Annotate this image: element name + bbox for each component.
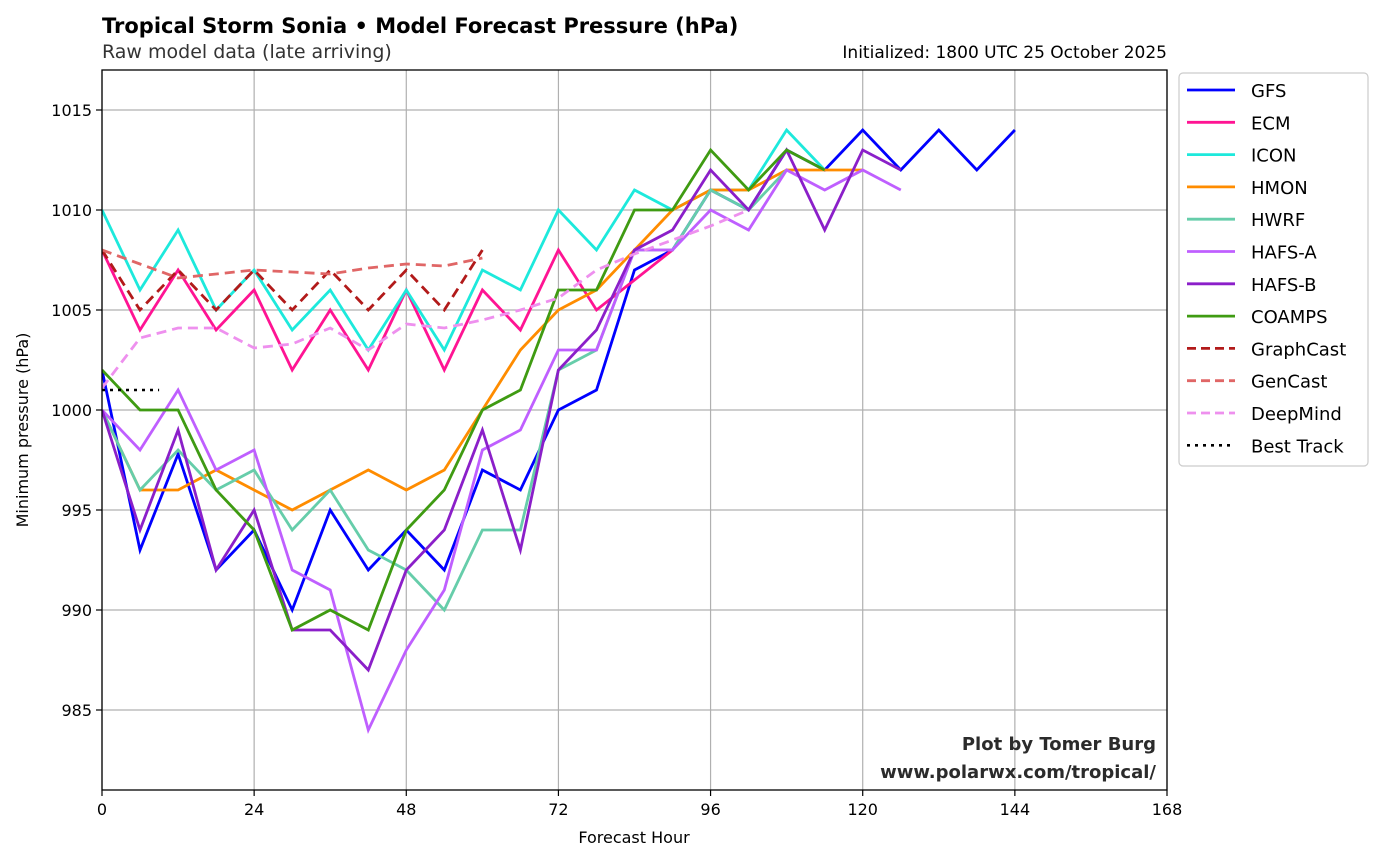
series-line-gencast <box>102 248 483 280</box>
chart-subtitle: Raw model data (late arriving) <box>102 41 392 63</box>
x-axis-ticks: 0 24 48 72 96 120 144 168 <box>97 790 1182 819</box>
legend: GFS ECM ICON HMON HWRF HAFS-A HAFS-B COAMPS Grap… <box>1178 72 1369 467</box>
y-axis-ticks: 985 990 995 1000 1005 1010 1015 <box>51 101 102 720</box>
y-tick-label: 985 <box>61 701 92 720</box>
chart-title: Tropical Storm Sonia • Model Forecast Pr… <box>102 14 738 38</box>
series-line-coamps <box>102 147 826 632</box>
credit-author: Plot by Tomer Burg <box>962 734 1156 755</box>
legend-label-gfs: GFS <box>1251 81 1286 102</box>
legend-label-coamps: COAMPS <box>1251 307 1328 328</box>
y-tick-label: 995 <box>61 501 92 520</box>
series-line-hafs-b <box>102 147 902 673</box>
x-axis-label: Forecast Hour <box>578 828 690 847</box>
x-tick-label: 96 <box>700 800 720 819</box>
legend-label-hwrf: HWRF <box>1251 210 1305 231</box>
series-lines <box>102 127 1016 735</box>
plot-frame <box>101 69 1168 791</box>
y-tick-label: 1010 <box>51 201 92 220</box>
x-tick-label: 0 <box>97 800 107 819</box>
y-axis-label: Minimum pressure (hPa) <box>13 333 32 528</box>
x-tick-label: 144 <box>1000 800 1031 819</box>
y-tick-label: 1015 <box>51 101 92 120</box>
legend-label-graphcast: GraphCast <box>1251 339 1346 360</box>
series-line-graphcast <box>102 249 484 313</box>
legend-label-deepmind: DeepMind <box>1251 404 1342 425</box>
credit-url: www.polarwx.com/tropical/ <box>880 762 1156 783</box>
init-time-label: Initialized: 1800 UTC 25 October 2025 <box>842 43 1167 63</box>
legend-label-gencast: GenCast <box>1251 372 1327 393</box>
x-tick-label: 72 <box>548 800 568 819</box>
y-tick-label: 1005 <box>51 301 92 320</box>
x-tick-label: 120 <box>847 800 878 819</box>
x-tick-label: 48 <box>396 800 416 819</box>
legend-label-best-track: Best Track <box>1251 436 1344 457</box>
legend-label-hafs-b: HAFS-B <box>1251 275 1317 296</box>
series-line-hmon <box>102 168 863 512</box>
grid-lines <box>101 70 1168 790</box>
legend-label-hafs-a: HAFS-A <box>1251 243 1317 264</box>
series-line-hafs-a <box>102 168 902 735</box>
y-tick-label: 1000 <box>51 401 92 420</box>
legend-box <box>1178 72 1369 467</box>
x-tick-label: 24 <box>244 800 264 819</box>
series-line-icon <box>102 127 826 353</box>
x-tick-label: 168 <box>1152 800 1183 819</box>
series-line-ecm <box>102 247 674 374</box>
series-line-deepmind <box>102 208 750 389</box>
legend-label-icon: ICON <box>1251 146 1297 167</box>
y-tick-label: 990 <box>61 601 92 620</box>
legend-label-ecm: ECM <box>1251 113 1290 134</box>
legend-label-hmon: HMON <box>1251 178 1308 199</box>
